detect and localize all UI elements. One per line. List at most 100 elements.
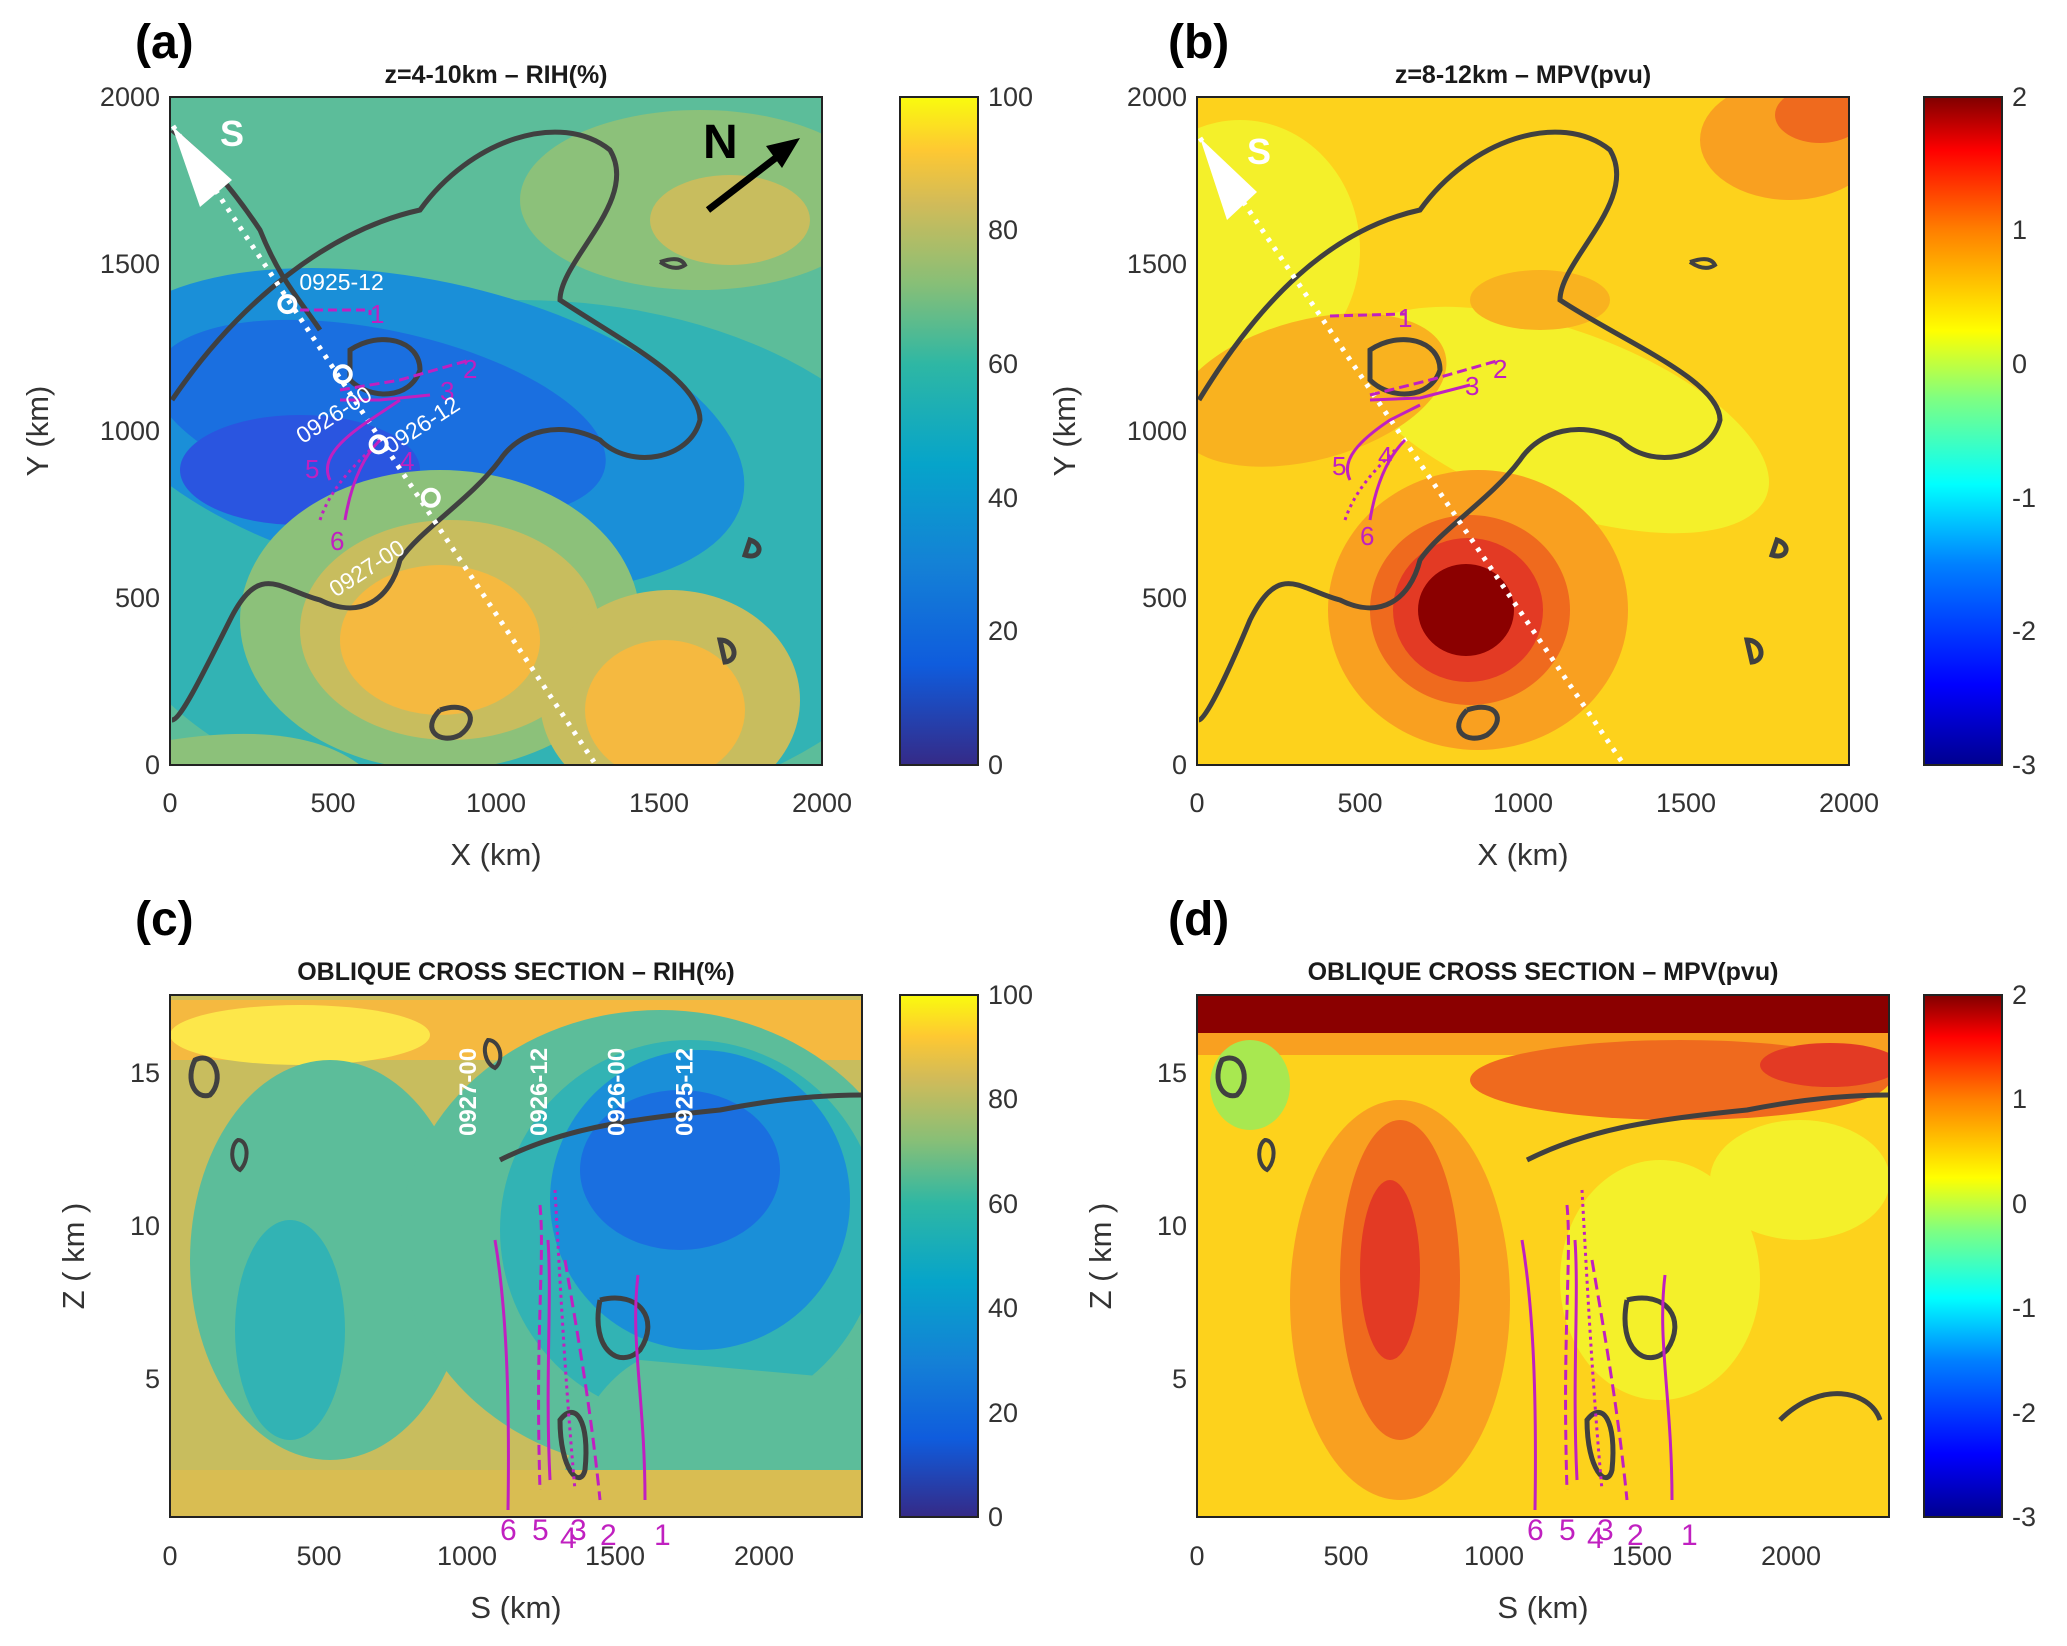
panel-b-xtick-2: 1000 <box>1493 788 1553 818</box>
panel-b-traj-label-5: 5 <box>1332 451 1346 481</box>
panel-c-cbar-tick-3: 40 <box>988 1293 1018 1323</box>
panel-b-xtick-3: 1500 <box>1656 788 1716 818</box>
panel-b-y-ticks: 0 500 1000 1500 2000 <box>1127 82 1187 780</box>
panel-b-xtick-4: 2000 <box>1819 788 1879 818</box>
panel-c-cbar-tick-0: 100 <box>988 980 1033 1010</box>
panel-a-time-label-0925-12: 0925-12 <box>299 269 383 295</box>
panel-b-south-label: S <box>1247 131 1271 172</box>
panel-d-ytick-2: 15 <box>1157 1058 1187 1088</box>
panel-a-xtick-0: 0 <box>162 788 177 818</box>
panel-d-y-ticks: 5 10 15 <box>1157 1058 1187 1394</box>
panel-a-traj-label-5: 5 <box>305 454 319 484</box>
panel-a-axes-box <box>169 96 823 766</box>
panel-a-north-arrow-icon <box>705 147 789 213</box>
panel-d-title: OBLIQUE CROSS SECTION – MPV(pvu) <box>1308 958 1779 986</box>
panel-a-ytick-2: 1000 <box>100 416 160 446</box>
panel-a-field <box>170 97 822 765</box>
panel-c-title: OBLIQUE CROSS SECTION – RIH(%) <box>297 958 735 986</box>
panel-c-field <box>170 995 862 1517</box>
panel-a-colorbar <box>899 96 979 766</box>
panel-c-y-ticks: 5 10 15 <box>130 1058 160 1394</box>
panel-a-cbar-tick-3: 40 <box>988 483 1018 513</box>
panel-d-xtick-2: 1000 <box>1464 1541 1524 1571</box>
panel-a-xtick-2: 1000 <box>466 788 526 818</box>
panel-c-time-label-0925-12: 0925-12 <box>672 1048 699 1136</box>
panel-b-ytick-2: 1000 <box>1127 416 1187 446</box>
panel-a-time-marker-0926-00 <box>332 364 353 385</box>
panel-a-letter: (a) <box>135 16 194 69</box>
panel-b-field <box>1197 97 1849 765</box>
panel-b-cbar-tick-3: -1 <box>2012 483 2036 513</box>
panel-c-traj-label-2: 2 <box>600 1519 617 1552</box>
panel-d-cbar-tick-5: -3 <box>2012 1502 2036 1532</box>
panel-b-traj-label-4: 4 <box>1378 441 1392 471</box>
panel-b-xtick-0: 0 <box>1189 788 1204 818</box>
panel-d-traj-label-2: 2 <box>1627 1519 1644 1552</box>
panel-a-ylabel: Y (km) <box>20 386 55 477</box>
panel-d-cbar-tick-0: 2 <box>2012 980 2027 1010</box>
panel-d-letter: (d) <box>1168 893 1229 946</box>
panel-c-xtick-1: 500 <box>296 1541 341 1571</box>
panel-b-cross-section-line <box>1197 136 1625 764</box>
panel-d-ytick-1: 10 <box>1157 1211 1187 1241</box>
panel-a-traj-label-3: 3 <box>440 376 454 406</box>
panel-b-ytick-3: 1500 <box>1127 249 1187 279</box>
panel-a-xtick-4: 2000 <box>792 788 852 818</box>
panel-c-time-label-0926-12: 0926-12 <box>526 1048 553 1136</box>
panel-a-north-arrowhead-icon <box>766 138 800 168</box>
panel-d-cbar-tick-3: -1 <box>2012 1293 2036 1323</box>
panel-b-ylabel: Y (km) <box>1047 386 1082 477</box>
panel-b-letter: (b) <box>1168 16 1229 69</box>
panel-a-traj-label-2: 2 <box>463 354 477 384</box>
panel-a-ytick-3: 1500 <box>100 249 160 279</box>
panel-b-cbar-tick-5: -3 <box>2012 750 2036 780</box>
panel-c-trajectory-labels: 1 2 3 4 5 6 <box>500 1514 671 1555</box>
panel-b-cbar-tick-4: -2 <box>2012 616 2036 646</box>
panel-a-cbar-tick-0: 100 <box>988 82 1033 112</box>
panel-d-cbar-tick-2: 0 <box>2012 1189 2027 1219</box>
panel-b: (b) z=8-12km – MPV(pvu) S <box>1047 16 2036 872</box>
panel-c-axes-box <box>169 994 863 1518</box>
panel-b-trajectory-labels: 1 2 3 4 5 6 <box>1332 303 1507 551</box>
panel-d-xtick-0: 0 <box>1189 1541 1204 1571</box>
panel-b-axes-box <box>1196 96 1850 766</box>
panel-a: (a) z=4-10km – RIH(%) S <box>20 16 1033 872</box>
panel-c-cbar-tick-2: 60 <box>988 1189 1018 1219</box>
panel-b-cbar-tick-1: 1 <box>2012 215 2027 245</box>
panel-b-south-arrow-icon <box>1200 138 1257 220</box>
panel-d: (d) OBLIQUE CROSS SECTION – MPV(pvu) <box>1083 893 2036 1625</box>
panel-b-traj-label-1: 1 <box>1398 303 1412 333</box>
panel-a-colorbar-ticks: 100 80 60 40 20 0 <box>988 82 1033 780</box>
panel-a-xtick-1: 500 <box>310 788 355 818</box>
panel-a-y-ticks: 0 500 1000 1500 2000 <box>100 82 160 780</box>
panel-c-traj-label-6: 6 <box>500 1514 517 1547</box>
panel-b-trajectories <box>1329 312 1501 521</box>
panel-d-ytick-0: 5 <box>1172 1364 1187 1394</box>
panel-c-xlabel: S (km) <box>470 1590 561 1625</box>
panel-b-traj-label-3: 3 <box>1465 371 1479 401</box>
panel-c-ytick-2: 15 <box>130 1058 160 1088</box>
panel-d-xlabel: S (km) <box>1497 1590 1588 1625</box>
panel-c-cbar-tick-1: 80 <box>988 1084 1018 1114</box>
panel-c-trajectories <box>493 1189 647 1511</box>
panel-c-ytick-1: 10 <box>130 1211 160 1241</box>
panel-b-cbar-tick-2: 0 <box>2012 349 2027 379</box>
panel-a-x-ticks: 0 500 1000 1500 2000 <box>162 788 852 818</box>
panel-d-field <box>1197 995 1889 1517</box>
panel-a-time-marker-0925-12 <box>277 294 298 315</box>
panel-a-trajectory-labels: 1 2 3 4 5 6 <box>305 299 477 556</box>
panel-b-ytick-0: 0 <box>1172 750 1187 780</box>
panel-d-x-ticks: 0 500 1000 1500 2000 <box>1189 1541 1821 1571</box>
panel-a-south-arrow-icon <box>172 126 232 207</box>
panel-b-ytick-4: 2000 <box>1127 82 1187 112</box>
panel-b-colorbar-ticks: 2 1 0 -1 -2 -3 <box>2012 82 2036 780</box>
panel-d-traj-label-1: 1 <box>1681 1519 1698 1552</box>
panel-c-time-labels: 0927-00 0926-12 0926-00 0925-12 <box>455 1048 699 1136</box>
panel-c-letter: (c) <box>135 893 194 946</box>
panel-a-xtick-3: 1500 <box>629 788 689 818</box>
panel-b-colorbar <box>1923 96 2003 766</box>
panel-b-ytick-1: 500 <box>1142 583 1187 613</box>
panel-c-xtick-2: 1000 <box>437 1541 497 1571</box>
panel-d-ylabel: Z ( km ) <box>1083 1203 1118 1310</box>
panel-c-xtick-3: 1500 <box>585 1541 645 1571</box>
